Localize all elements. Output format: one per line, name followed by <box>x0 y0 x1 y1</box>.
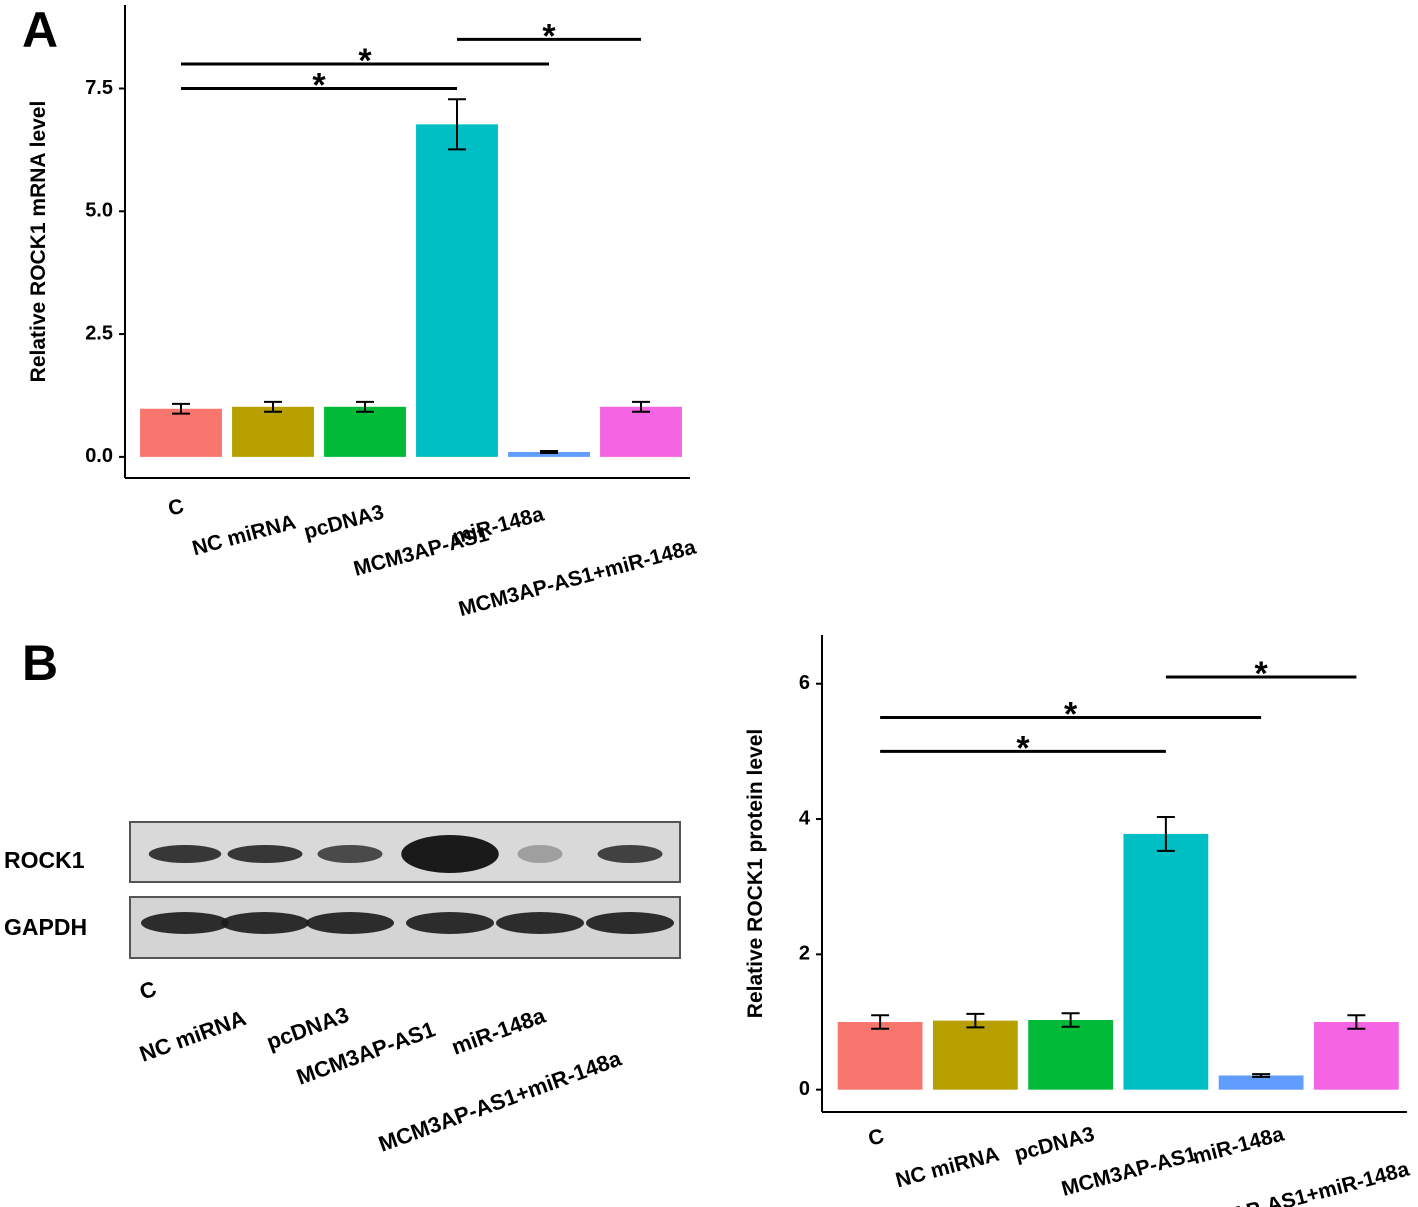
error-bar <box>356 400 374 413</box>
y-axis-label: Relative ROCK1 protein level <box>744 729 767 1018</box>
blot-lane-label: pcDNA3 <box>263 1002 352 1055</box>
error-bar <box>540 449 558 454</box>
blot-band <box>517 845 563 863</box>
x-tick-label: MCM3AP-AS1 <box>1059 1143 1199 1201</box>
blot-band <box>586 912 674 934</box>
western-blot <box>129 821 681 959</box>
error-bar <box>871 1014 890 1030</box>
bar <box>1218 1075 1304 1090</box>
error-bar <box>632 400 650 413</box>
blot-lane-label: miR-148a <box>448 1002 549 1059</box>
y-tick-label: 6 <box>799 672 810 694</box>
significance-label: * <box>542 17 556 55</box>
blot-row-label: GAPDH <box>4 914 87 940</box>
x-tick-label: NC miRNA <box>190 511 299 561</box>
y-tick-label: 7.5 <box>85 77 113 99</box>
significance-label: * <box>1016 729 1030 767</box>
error-bar <box>1156 816 1175 852</box>
blot-band <box>496 912 584 934</box>
significance-label: * <box>312 66 326 104</box>
x-tick-label: C <box>866 1125 887 1151</box>
error-bar <box>966 1012 985 1029</box>
bar <box>932 1020 1018 1090</box>
bar <box>837 1022 923 1090</box>
x-tick-label: pcDNA3 <box>301 501 386 544</box>
error-bar <box>1252 1073 1271 1078</box>
x-tick-label: miR-148a <box>1190 1123 1286 1169</box>
bar <box>140 408 222 457</box>
blot-lane-label: NC miRNA <box>136 1005 249 1067</box>
bar <box>1123 833 1209 1090</box>
bar <box>1028 1019 1114 1090</box>
y-tick-label: 2 <box>799 943 810 965</box>
error-bar <box>1061 1012 1080 1028</box>
blot-band <box>401 835 499 873</box>
x-tick-label: NC miRNA <box>893 1143 1002 1193</box>
panel-label: A <box>22 2 58 58</box>
blot-band <box>597 845 663 863</box>
error-bar <box>264 400 282 413</box>
bar <box>324 406 406 457</box>
blot-lane-label: C <box>136 976 160 1005</box>
blot-band <box>221 912 309 934</box>
blot-band <box>141 912 229 934</box>
x-tick-label: MCM3AP-AS1+miR-148a <box>456 536 698 622</box>
error-bar <box>1347 1014 1366 1030</box>
panel-label: B <box>22 635 58 691</box>
x-tick-label: pcDNA3 <box>1012 1123 1097 1166</box>
bar <box>1313 1022 1399 1090</box>
blot-row-label: ROCK1 <box>4 847 85 873</box>
y-axis-label: Relative ROCK1 mRNA level <box>27 101 50 383</box>
bar <box>232 406 314 457</box>
significance-label: * <box>1064 696 1078 734</box>
blot-band <box>406 912 494 934</box>
x-tick-label: C <box>166 495 187 521</box>
significance-label: * <box>358 42 372 80</box>
y-tick-label: 4 <box>799 807 811 829</box>
y-tick-label: 2.5 <box>85 322 113 344</box>
y-tick-label: 0 <box>799 1078 810 1100</box>
bar <box>600 406 682 457</box>
bar <box>416 124 498 457</box>
x-tick-label: miR-148a <box>450 503 546 549</box>
significance-label: * <box>1255 655 1269 693</box>
y-tick-label: 5.0 <box>85 200 113 222</box>
error-bar <box>448 98 466 151</box>
blot-lane-label: MCM3AP-AS1+miR-148a <box>375 1045 625 1156</box>
blot-band <box>317 845 383 863</box>
blot-band <box>227 845 303 863</box>
y-tick-label: 0.0 <box>85 445 113 467</box>
blot-band <box>148 845 222 863</box>
error-bar <box>172 402 190 415</box>
bar <box>508 451 590 457</box>
blot-band <box>306 912 394 934</box>
